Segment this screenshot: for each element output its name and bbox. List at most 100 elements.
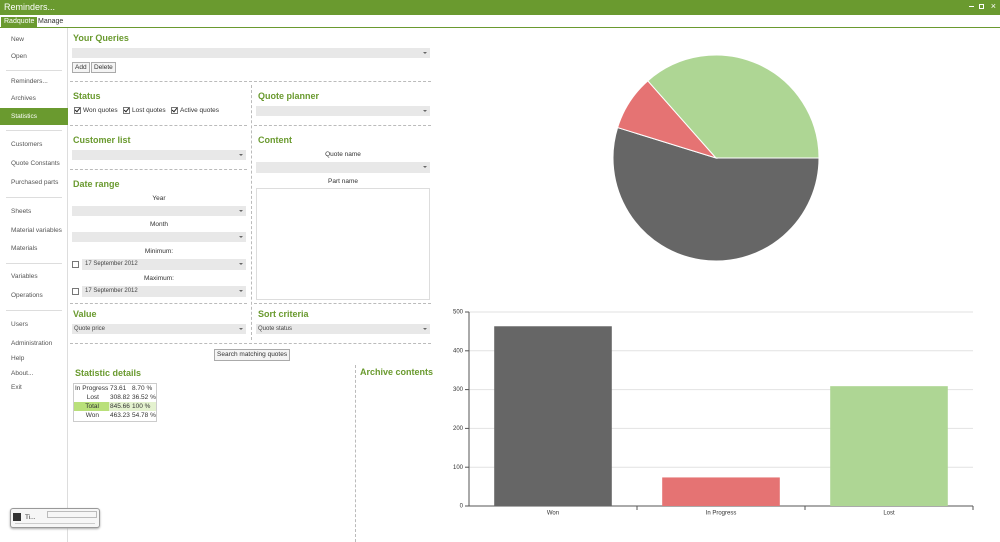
statistic-table: In Progress 73.61 8.70 % Lost 308.82 36.52 % T…	[73, 383, 157, 422]
nav-item[interactable]: Purchased parts	[11, 179, 59, 186]
label: Quote name	[325, 151, 361, 158]
customer-dropdown[interactable]	[72, 150, 246, 160]
maximize-button[interactable]	[979, 4, 984, 9]
nav-separator	[6, 70, 62, 71]
year-dropdown[interactable]	[72, 206, 246, 216]
label: Year	[152, 195, 166, 202]
query-dropdown[interactable]	[72, 48, 430, 58]
checkbox[interactable]	[123, 107, 130, 114]
bar	[830, 386, 948, 506]
quote-name-input[interactable]	[256, 162, 430, 173]
table-cell: 100 %	[132, 403, 151, 410]
table-cell: 845.66	[110, 403, 130, 410]
nav-item[interactable]: Statistics	[0, 108, 68, 125]
window-title: Reminders...	[4, 2, 56, 12]
sort-dropdown[interactable]: Quote status	[256, 324, 430, 334]
nav-separator	[6, 130, 62, 131]
checkbox-label: Active quotes	[180, 107, 220, 114]
checkbox[interactable]	[171, 107, 178, 114]
divider	[254, 125, 431, 126]
table-cell: 463.23	[110, 412, 130, 419]
nav-item[interactable]: Exit	[11, 384, 22, 391]
x-tick-label: Lost	[883, 511, 895, 517]
nav-item[interactable]: About...	[11, 370, 34, 377]
section-title: Status	[73, 91, 101, 101]
nav-item[interactable]: Users	[11, 321, 28, 328]
table-cell: 8.70 %	[132, 385, 153, 392]
nav-item[interactable]: New	[11, 36, 25, 43]
section-title: Your Queries	[73, 33, 129, 43]
checkbox-label: Won quotes	[83, 107, 118, 114]
date-picker[interactable]: 17 September 2012	[82, 259, 246, 270]
divider	[70, 169, 247, 170]
sidebar: New Open Reminders... Archives Statistics Cus…	[0, 28, 68, 542]
tab[interactable]: Radquote	[1, 17, 38, 27]
y-tick-label: 300	[453, 387, 464, 393]
table-cell: 54.78 %	[132, 412, 156, 419]
date-picker[interactable]: 17 September 2012	[82, 286, 246, 297]
table-cell: Won	[85, 412, 99, 419]
x-tick-label: Won	[547, 511, 559, 517]
label: Month	[149, 221, 169, 228]
y-tick-label: 0	[460, 504, 464, 510]
divider	[70, 125, 247, 126]
divider	[70, 343, 431, 344]
part-list[interactable]	[256, 188, 430, 300]
section-title: Quote planner	[258, 91, 320, 101]
taskbar-label: Ti...	[25, 514, 36, 521]
table-cell: 36.52 %	[132, 394, 156, 401]
checkbox-label: Lost quotes	[132, 107, 166, 114]
y-tick-label: 400	[453, 348, 464, 354]
close-button[interactable]: ×	[990, 1, 996, 11]
delete-button[interactable]: Delete	[91, 62, 116, 73]
title-bar: Reminders... ×	[0, 0, 1000, 15]
nav-separator	[6, 197, 62, 198]
nav-item[interactable]: Material variables	[11, 227, 62, 234]
nav-item[interactable]: Quote Constants	[11, 160, 60, 167]
nav-item[interactable]: Administration	[11, 340, 53, 347]
taskbar-controls[interactable]	[47, 511, 97, 518]
nav-item[interactable]: Materials	[11, 245, 38, 252]
add-button[interactable]: Add	[72, 62, 90, 73]
nav-item[interactable]: Sheets	[11, 208, 32, 215]
divider	[251, 85, 252, 340]
checkbox[interactable]	[72, 261, 79, 268]
label: Minimum:	[144, 248, 174, 255]
nav-item[interactable]: Help	[11, 355, 25, 362]
nav-item[interactable]: Reminders...	[11, 78, 48, 85]
nav-item[interactable]: Archives	[11, 95, 36, 102]
nav-item[interactable]: Open	[11, 53, 27, 60]
tab-underline	[0, 27, 1000, 28]
value-dropdown[interactable]: Quote price	[72, 324, 246, 334]
checkbox[interactable]	[72, 288, 79, 295]
app-icon	[13, 513, 21, 521]
section-title: Statistic details	[75, 368, 142, 378]
bar	[494, 326, 612, 506]
section-title: Archive contents	[360, 367, 434, 377]
label: Part name	[328, 178, 358, 185]
y-tick-label: 200	[453, 426, 464, 432]
table-cell: 308.82	[110, 394, 130, 401]
nav-separator	[6, 263, 62, 264]
section-title: Customer list	[73, 135, 131, 145]
divider	[254, 303, 431, 304]
divider	[70, 81, 431, 82]
nav-item[interactable]: Operations	[11, 292, 43, 299]
table-cell: Lost	[86, 394, 99, 401]
nav-item[interactable]: Variables	[11, 273, 38, 280]
month-dropdown[interactable]	[72, 232, 246, 242]
tab[interactable]: Manage	[38, 18, 64, 25]
bar	[662, 477, 780, 506]
section-title: Sort criteria	[258, 309, 309, 319]
minimize-button[interactable]	[969, 6, 974, 7]
checkbox[interactable]	[74, 107, 81, 114]
taskbar-window[interactable]: Ti...	[10, 508, 100, 528]
y-tick-label: 500	[453, 310, 464, 316]
label: Maximum:	[144, 275, 174, 282]
section-title: Value	[73, 309, 97, 319]
table-cell: Total	[74, 402, 109, 411]
quote-planner-dropdown[interactable]	[256, 106, 430, 116]
nav-item[interactable]: Customers	[11, 141, 43, 148]
search-button[interactable]: Search matching quotes	[214, 349, 291, 361]
